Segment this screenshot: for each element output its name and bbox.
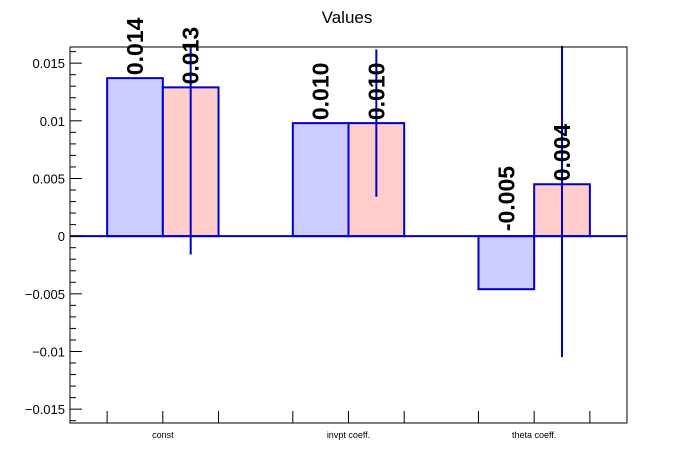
x-tick-label: const (152, 430, 174, 440)
bar-value-label: 0.010 (363, 63, 389, 121)
bar-value-label: 0.004 (549, 123, 575, 181)
y-tick-label: −0.01 (32, 344, 65, 359)
y-tick-label: 0.015 (32, 56, 65, 71)
y-tick-label: 0 (58, 229, 65, 244)
bar-value-label: -0.005 (493, 166, 519, 231)
bar-value-label: 0.014 (122, 17, 148, 75)
bar-value-label: 0.010 (308, 63, 334, 121)
bar-value-label: 0.013 (178, 27, 204, 85)
bar (291, 122, 350, 238)
y-tick-label: 0.01 (40, 114, 65, 129)
x-tick-label: invpt coeff. (327, 430, 370, 440)
x-tick-label: theta coeff. (512, 430, 556, 440)
plot-area: 0.014 0.010 -0.005 0.013 0.010 0.004 (70, 17, 627, 358)
chart-title: Values (322, 8, 373, 27)
y-tick-label: −0.015 (25, 402, 65, 417)
bar (477, 235, 536, 291)
y-tick-label: −0.005 (25, 287, 65, 302)
axes: −0.015 −0.01 −0.005 0 0.005 0.01 0.015 const inv… (25, 46, 628, 440)
bar (106, 77, 164, 238)
y-tick-label: 0.005 (32, 171, 65, 186)
